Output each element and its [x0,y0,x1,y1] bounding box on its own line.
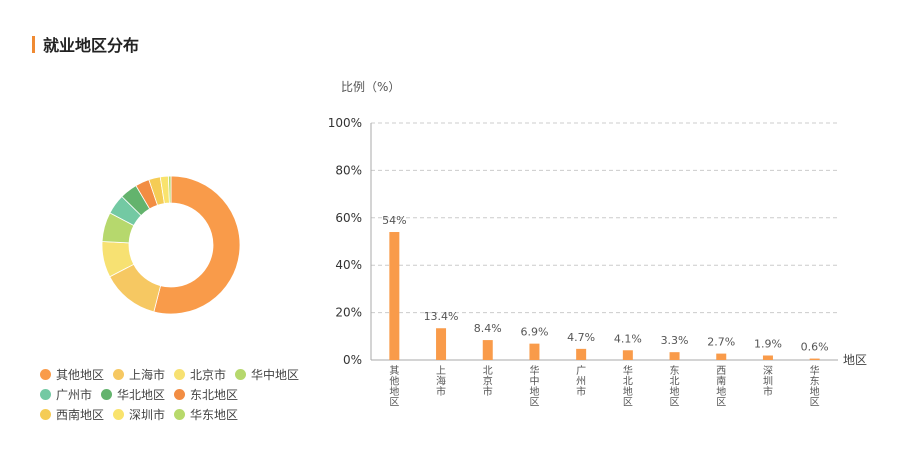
bar-value-label: 0.6% [801,341,829,354]
page-title: 就业地区分布 [43,36,140,55]
legend-color-dot [40,368,51,380]
y-tick-label: 40% [335,258,362,272]
legend-row: 西南地区 深圳市 华东地区 [40,404,320,424]
bar[interactable] [436,328,447,360]
legend-label: 广州市 [56,387,93,402]
bar-value-label: 4.1% [614,332,642,345]
legend-item[interactable]: 华中地区 [235,366,299,383]
legend-color-dot [101,388,113,400]
bar-value-label: 1.9% [754,337,782,350]
legend-label: 上海市 [129,367,166,382]
y-tick-label: 80% [335,163,362,177]
title-accent-bar [32,35,35,53]
x-tick-label: 东北地区 [670,364,680,409]
y-tick-label: 100% [328,116,362,130]
legend-item[interactable]: 华东地区 [174,406,238,423]
legend-item[interactable]: 其他地区 [40,366,104,383]
x-tick-label: 华中地区 [529,364,539,409]
legend-label: 深圳市 [129,407,166,422]
legend-item[interactable]: 深圳市 [113,406,165,423]
x-tick-label: 深圳市 [763,365,773,398]
bar[interactable] [576,348,587,360]
legend-item[interactable]: 北京市 [174,366,226,383]
legend-color-dot [174,388,186,400]
donut-slice[interactable] [167,175,172,204]
legend-label: 华东地区 [190,407,239,422]
donut-chart [101,175,241,315]
donut-slice[interactable] [153,175,241,315]
bar[interactable] [529,343,540,360]
bar[interactable] [389,232,400,360]
legend-item[interactable]: 上海市 [113,366,165,383]
x-tick-label: 华北地区 [623,364,633,409]
y-tick-label: 20% [335,306,362,320]
legend-label: 北京市 [190,367,227,382]
bar-value-label: 8.4% [474,322,502,335]
bar[interactable] [762,355,773,360]
legend-item[interactable]: 西南地区 [40,406,104,423]
bar-value-label: 6.9% [520,326,548,339]
legend-row: 广州市 华北地区 东北地区 [40,384,320,404]
legend-label: 华北地区 [117,387,166,402]
legend-label: 其他地区 [56,367,105,382]
legend-color-dot [174,408,186,420]
bar-value-label: 3.3% [661,334,689,347]
bar[interactable] [669,352,680,360]
bar-value-label: 54% [382,214,406,227]
y-axis-title: 比例（%） [341,80,400,94]
legend-color-dot [40,408,51,420]
section-header: 就业地区分布 [32,34,140,55]
bar-value-label: 4.7% [567,331,595,344]
legend-color-dot [113,408,125,420]
legend-label: 西南地区 [56,407,105,422]
donut-legend: 其他地区 上海市 北京市 华中地区广州市 华北地区 东北地区西南地区 深圳市 华东地区 [40,364,320,424]
x-tick-label: 华东地区 [810,364,820,409]
y-tick-label: 60% [335,211,362,225]
legend-color-dot [113,368,125,380]
legend-color-dot [235,368,247,380]
legend-item[interactable]: 东北地区 [174,386,238,403]
x-tick-label: 北京市 [483,365,493,398]
bar-value-label: 2.7% [707,336,735,349]
x-tick-label: 其他地区 [389,365,399,409]
y-tick-label: 0% [343,353,362,367]
bar[interactable] [716,353,727,360]
legend-label: 东北地区 [190,387,239,402]
x-tick-label: 西南地区 [716,366,726,409]
legend-item[interactable]: 华北地区 [101,386,165,403]
legend-color-dot [40,388,51,400]
legend-label: 华中地区 [251,367,300,382]
x-tick-label: 上海市 [436,365,446,398]
bar[interactable] [622,350,633,360]
legend-item[interactable]: 广州市 [40,386,92,403]
bar-value-label: 13.4% [424,310,459,323]
bar[interactable] [809,358,820,360]
bar[interactable] [482,340,493,360]
x-tick-label: 广州市 [576,365,586,398]
x-axis-title: 地区 [843,353,867,367]
legend-row: 其他地区 上海市 北京市 华中地区 [40,364,320,384]
legend-color-dot [174,368,186,380]
